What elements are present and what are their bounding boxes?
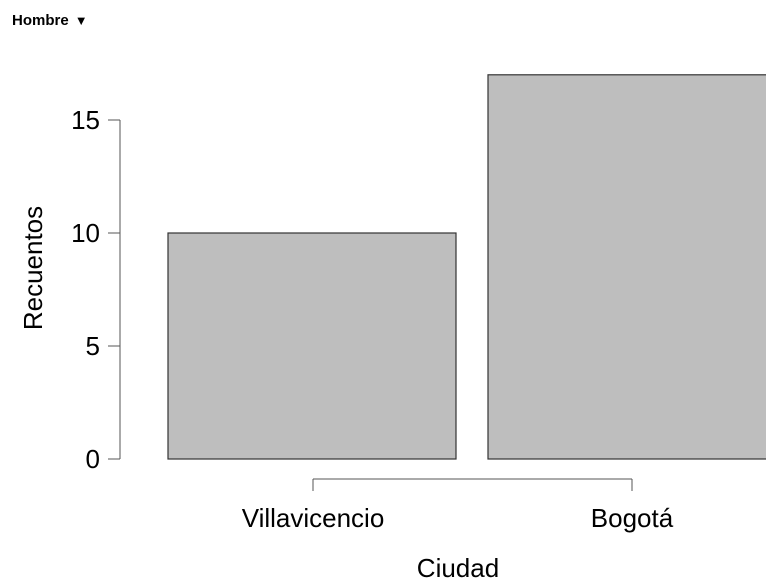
filter-label: Hombre bbox=[12, 12, 69, 29]
y-tick-label-1: 5 bbox=[86, 331, 100, 361]
x-tick-label-1: Bogotá bbox=[591, 503, 674, 533]
x-axis: Villavicencio Bogotá bbox=[242, 478, 674, 533]
y-tick-label-2: 10 bbox=[71, 218, 100, 248]
y-axis: 0 5 10 15 bbox=[71, 105, 121, 474]
y-tick-label-0: 0 bbox=[86, 444, 100, 474]
y-axis-label: Recuentos bbox=[18, 206, 48, 330]
dropdown-caret-icon: ▼ bbox=[74, 13, 88, 28]
x-tick-label-0: Villavicencio bbox=[242, 503, 385, 533]
bars-group bbox=[167, 74, 766, 460]
bar-0 bbox=[167, 232, 457, 460]
filter-dropdown-toggle[interactable]: Hombre ▼ bbox=[12, 12, 88, 29]
x-axis-label: Ciudad bbox=[417, 553, 499, 583]
bar-1 bbox=[487, 74, 766, 460]
y-tick-label-3: 15 bbox=[71, 105, 100, 135]
